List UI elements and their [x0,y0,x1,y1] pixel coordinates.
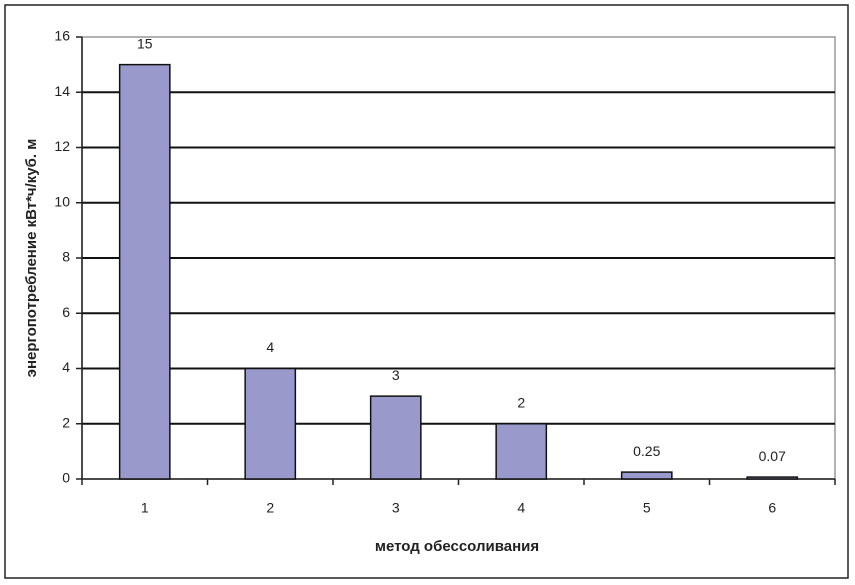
data-label: 0.07 [759,448,786,464]
data-label: 3 [392,367,400,383]
y-tick-label: 12 [54,138,70,154]
bar [746,476,799,480]
y-tick-label: 10 [54,193,70,209]
bar [495,423,548,480]
y-tick-label: 8 [62,249,70,265]
data-label: 15 [137,35,153,51]
bar [369,395,422,480]
bar [620,471,673,480]
x-tick-label: 1 [141,500,149,516]
y-tick-label: 16 [54,28,70,44]
x-axis-title: метод обессоливания [375,538,539,555]
x-tick-label: 5 [643,500,651,516]
y-tick-label: 2 [62,414,70,430]
x-tick-label: 6 [768,500,776,516]
x-tick-label: 4 [517,500,525,516]
data-label: 0.25 [633,443,660,459]
y-axis-title: энергопотребление кВт*ч/куб. м [23,139,40,378]
data-label: 4 [266,339,274,355]
data-label: 2 [517,394,525,410]
bar [244,367,297,480]
x-tick-label: 2 [266,500,274,516]
y-tick-label: 4 [62,359,70,375]
y-tick-label: 0 [62,470,70,486]
bar [118,63,171,480]
y-tick-label: 6 [62,304,70,320]
y-tick-label: 14 [54,83,70,99]
x-tick-label: 3 [392,500,400,516]
